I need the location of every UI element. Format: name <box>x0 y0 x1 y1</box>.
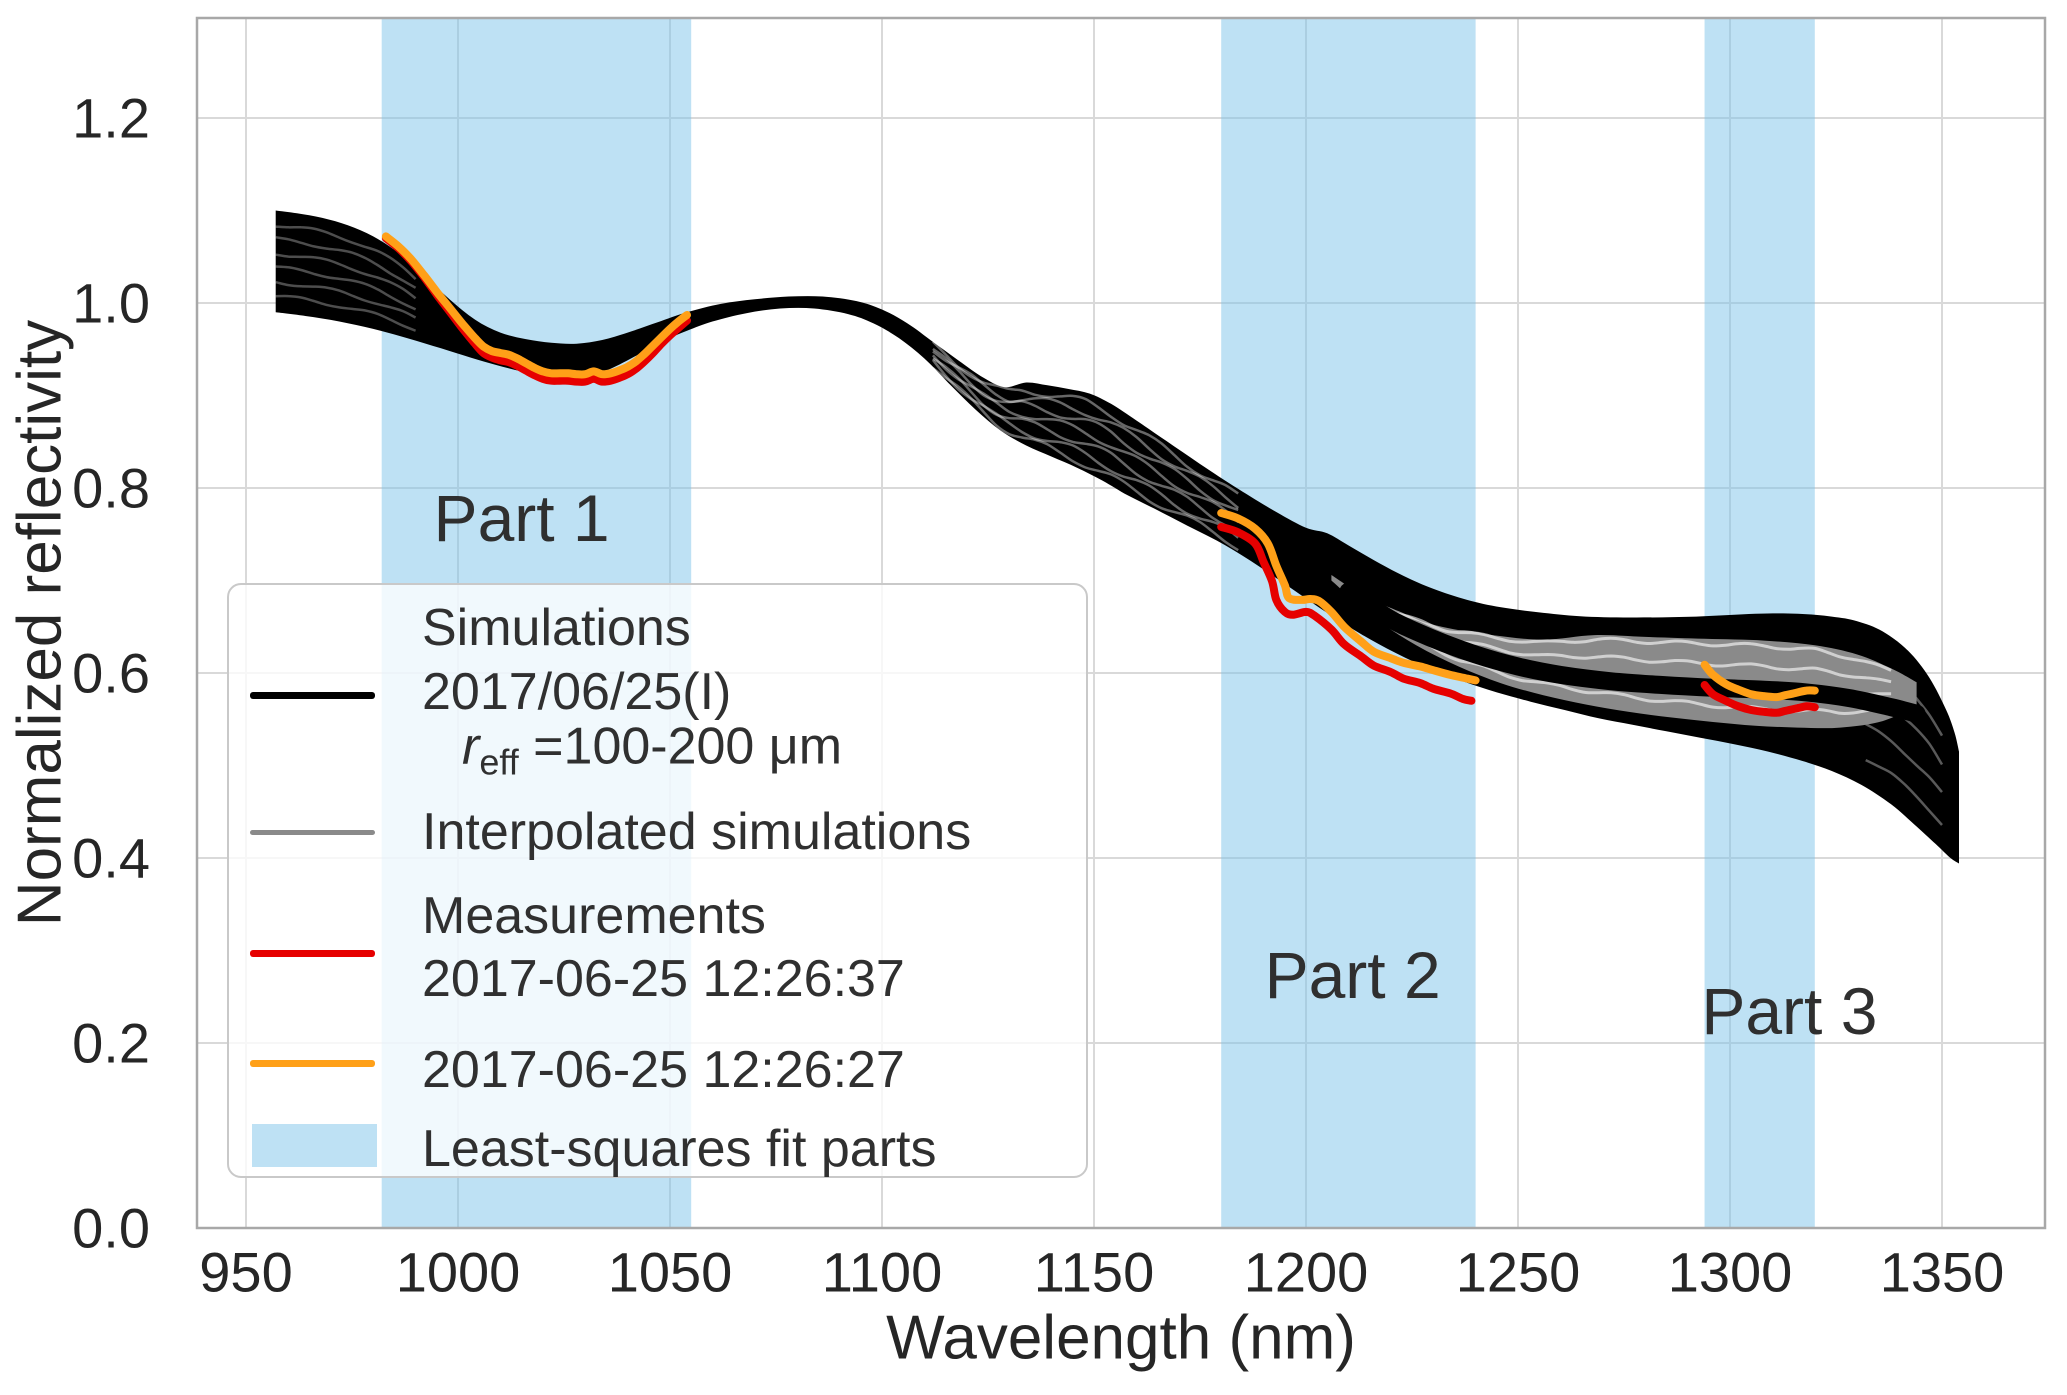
x-tick-1250: 1250 <box>1455 1240 1581 1304</box>
simulation-bundle <box>275 210 1960 864</box>
y-tick-1.0: 1.0 <box>72 271 150 335</box>
legend-label-measurements-2: 2017-06-25 12:26:37 <box>422 950 905 1008</box>
legend-label-measurements-1: Measurements <box>422 887 766 945</box>
x-tick-1150: 1150 <box>1033 1240 1155 1304</box>
legend-swatch-measurement-red <box>250 950 375 957</box>
part-label-3: Part 3 <box>1701 973 1878 1048</box>
legend-swatch-interpolated <box>250 830 375 835</box>
x-tick-1100: 1100 <box>821 1240 943 1304</box>
legend-swatch-fit-parts <box>252 1124 377 1167</box>
y-axis-title: Normalized reflectivity <box>5 319 75 927</box>
legend-swatch-measurement-orange <box>250 1060 375 1067</box>
legend-label-measurement-orange: 2017-06-25 12:26:27 <box>422 1041 905 1099</box>
legend-box: Simulations 2017/06/25(I) reff =100-200 … <box>227 583 1088 1178</box>
plot-frame <box>195 16 2047 1230</box>
x-tick-1000: 1000 <box>395 1240 521 1304</box>
legend-label-simulations-2: 2017/06/25(I) <box>422 663 732 721</box>
simulation-cluster-line <box>1339 582 1926 723</box>
y-tick-0.8: 0.8 <box>72 456 150 520</box>
legend-label-simulations-1: Simulations <box>422 599 691 657</box>
x-axis-title: Wavelength (nm) <box>886 1303 1356 1373</box>
y-tick-0.2: 0.2 <box>72 1011 150 1075</box>
part-label-1: Part 1 <box>433 480 610 555</box>
y-tick-0.6: 0.6 <box>72 641 150 705</box>
x-tick-950: 950 <box>199 1240 293 1304</box>
y-tick-1.2: 1.2 <box>72 86 150 150</box>
x-tick-1300: 1300 <box>1667 1240 1793 1304</box>
legend-label-reff: reff =100-200 μm <box>462 717 843 783</box>
legend-swatch-simulations <box>250 692 375 699</box>
legend-label-fit-parts: Least-squares fit parts <box>422 1120 937 1178</box>
legend-label-interpolated: Interpolated simulations <box>422 803 972 861</box>
x-tick-1350: 1350 <box>1879 1240 2005 1304</box>
x-tick-1050: 1050 <box>607 1240 733 1304</box>
x-tick-1200: 1200 <box>1243 1240 1369 1304</box>
part-label-2: Part 2 <box>1264 938 1441 1013</box>
y-tick-0.0: 0.0 <box>72 1196 150 1260</box>
measurement-orange <box>381 232 1819 702</box>
y-tick-0.4: 0.4 <box>72 826 150 890</box>
